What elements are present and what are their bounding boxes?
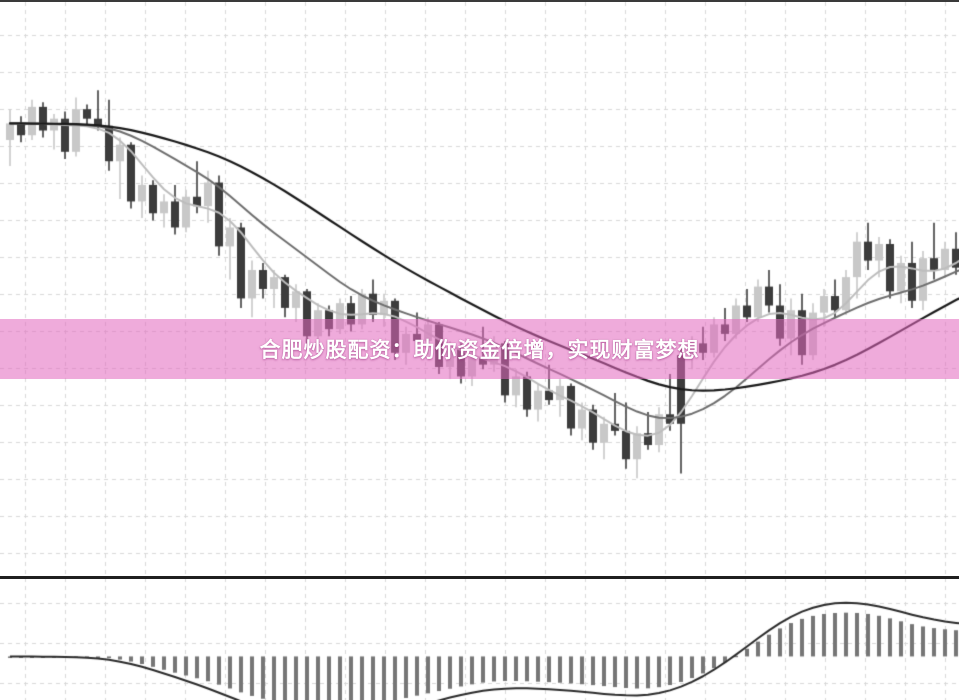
panel-divider bbox=[0, 576, 959, 579]
promo-banner-title: 合肥炒股配资：助你资金倍增，实现财富梦想 bbox=[259, 338, 700, 362]
promo-banner[interactable]: 合肥炒股配资：助你资金倍增，实现财富梦想 bbox=[0, 319, 959, 379]
chart-top-border bbox=[0, 0, 959, 2]
